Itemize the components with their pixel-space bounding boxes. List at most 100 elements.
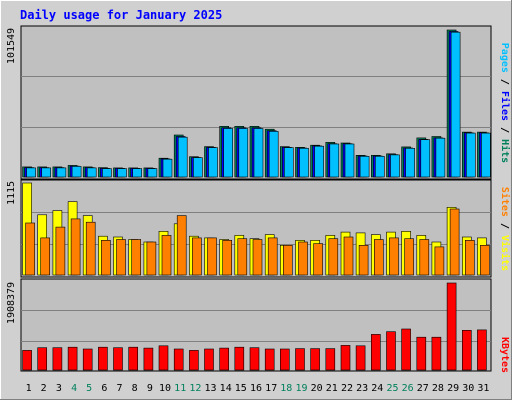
sites-bar-day-25	[389, 237, 399, 276]
sites-bar-day-1	[25, 222, 35, 276]
sites-bar-day-9	[146, 241, 157, 276]
sites-bar-day-5	[85, 221, 96, 276]
kbytes-bar-day-23	[355, 345, 366, 371]
pages-bar-day-16	[253, 128, 264, 178]
kbytes-bar-day-30	[461, 329, 472, 371]
legend-traffic-part: /	[499, 121, 510, 139]
sites-bar-day-8	[131, 239, 141, 276]
traffic-panel: 101549 Pages / Files / Hits	[6, 25, 511, 180]
sites-bar-day-28	[434, 246, 445, 276]
visitors-bars	[22, 182, 490, 276]
kbytes-bar-day-5	[82, 348, 93, 371]
pages-bar-day-14	[223, 128, 233, 178]
day-label: 6	[101, 383, 107, 394]
kbytes-bar-day-12	[189, 350, 199, 371]
kbytes-bars	[22, 282, 487, 371]
legend-traffic-part: Files	[499, 91, 511, 121]
pages-bar-day-1	[26, 167, 36, 178]
kbytes-bar-day-21	[325, 348, 336, 371]
kbytes-bar-day-31	[477, 329, 487, 371]
kbytes-bar-day-17	[264, 348, 275, 371]
day-label: 16	[250, 383, 262, 394]
pages-bar-day-30	[465, 132, 476, 178]
day-label: 28	[432, 383, 444, 394]
sites-bar-day-29	[449, 208, 460, 276]
day-label: 2	[41, 383, 47, 394]
sites-bar-day-22	[343, 236, 354, 276]
visitors-legend: Sites / Visits	[499, 187, 511, 271]
sites-bar-day-23	[358, 245, 369, 276]
kbytes-bar-day-14	[219, 347, 229, 371]
kbytes-bar-day-3	[52, 347, 63, 371]
kbytes-bar-day-1	[22, 350, 32, 371]
visitors-panel: 1115 Sites / Visits	[6, 179, 511, 278]
kbytes-bar-day-13	[204, 348, 214, 371]
visitors-max-label: 1115	[6, 181, 17, 205]
day-label: 31	[477, 383, 489, 394]
pages-bar-day-15	[238, 128, 249, 178]
pages-bar-day-9	[147, 168, 158, 178]
kbytes-bar-day-18	[279, 348, 290, 371]
sites-bar-day-17	[267, 237, 278, 276]
day-label: 26	[402, 383, 414, 394]
pages-bar-day-26	[405, 148, 415, 178]
day-label: 18	[280, 383, 292, 394]
day-label: 25	[386, 383, 398, 394]
legend-visitors-part: Sites	[499, 187, 511, 217]
pages-bar-day-13	[208, 147, 218, 178]
sites-bar-day-19	[298, 241, 308, 276]
kbytes-bar-day-27	[416, 336, 427, 371]
legend-visitors-part: Visits	[499, 235, 511, 271]
pages-bar-day-19	[299, 148, 309, 178]
sites-bar-day-31	[480, 245, 490, 276]
pages-bar-day-8	[132, 168, 142, 178]
pages-bar-day-25	[390, 154, 400, 178]
sites-bar-day-30	[464, 240, 475, 276]
day-label: 12	[189, 383, 201, 394]
pages-bar-day-11	[177, 136, 188, 178]
kbytes-bar-day-11	[173, 348, 184, 371]
kbytes-bar-day-26	[401, 328, 411, 371]
sites-bar-day-21	[328, 238, 339, 276]
kbytes-bar-day-8	[128, 346, 138, 371]
kbytes-bar-day-9	[143, 347, 154, 371]
day-label: 5	[86, 383, 92, 394]
day-label: 11	[174, 383, 186, 394]
day-label: 13	[204, 383, 216, 394]
kbytes-bar-day-28	[431, 336, 442, 371]
day-label: 1	[26, 383, 32, 394]
day-label: 24	[371, 383, 383, 394]
sites-bar-day-24	[373, 239, 384, 276]
pages-bar-day-23	[359, 156, 370, 178]
sites-bar-day-27	[419, 239, 430, 276]
legend-traffic-part: Pages	[499, 43, 510, 73]
day-label: 7	[116, 383, 122, 394]
sites-bar-day-6	[101, 240, 111, 276]
day-label: 21	[326, 383, 338, 394]
kbytes-bar-day-10	[158, 345, 169, 371]
day-label: 30	[462, 383, 474, 394]
kbytes-max-label: 1908379	[6, 282, 17, 324]
pages-bar-day-28	[435, 137, 446, 178]
kbytes-bar-day-7	[113, 347, 123, 371]
traffic-bars	[22, 29, 491, 178]
pages-bar-day-10	[162, 158, 173, 178]
legend-visitors-part: /	[499, 217, 510, 235]
pages-bar-day-20	[314, 145, 324, 178]
sites-bar-day-18	[282, 245, 293, 276]
traffic-legend: Pages / Files / Hits	[499, 43, 511, 163]
kbytes-bar-day-16	[249, 347, 260, 371]
sites-bar-day-2	[40, 237, 51, 276]
day-label: 9	[147, 383, 153, 394]
kbytes-bar-day-29	[446, 282, 457, 371]
kbytes-bar-day-22	[340, 345, 351, 371]
pages-bar-day-17	[268, 131, 279, 178]
sites-bar-day-14	[222, 240, 232, 276]
kbytes-panel: 1908379 KBytes	[6, 278, 510, 373]
pages-bar-day-18	[283, 147, 294, 178]
sites-bar-day-4	[70, 218, 81, 276]
day-label: 3	[56, 383, 62, 394]
kbytes-bar-day-24	[370, 334, 381, 371]
